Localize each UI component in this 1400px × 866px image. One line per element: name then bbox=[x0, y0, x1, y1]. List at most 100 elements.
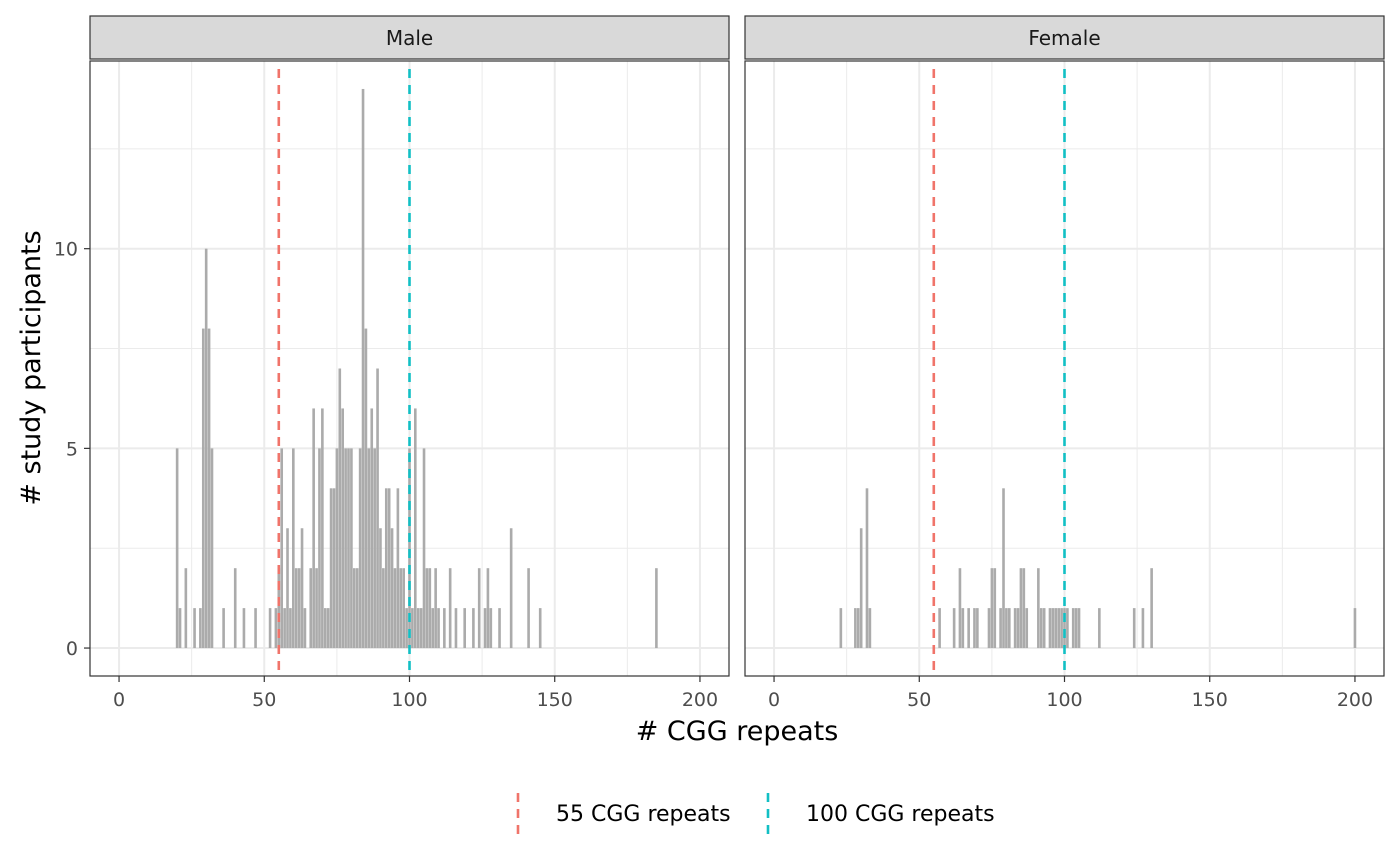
histogram-bar bbox=[379, 528, 382, 649]
histogram-bar bbox=[292, 448, 295, 649]
histogram-bar bbox=[1022, 568, 1026, 649]
histogram-bar bbox=[297, 568, 301, 649]
histogram-bar bbox=[990, 568, 994, 649]
x-tick-label: 150 bbox=[1192, 689, 1228, 711]
histogram-bar bbox=[1025, 608, 1029, 649]
histogram-bar bbox=[277, 568, 281, 649]
histogram-bar bbox=[274, 608, 278, 649]
y-axis: 0 5 10 bbox=[54, 239, 90, 660]
histogram-bar bbox=[402, 568, 405, 649]
legend-item-100: 100 CGG repeats bbox=[766, 793, 995, 838]
histogram-bar bbox=[312, 408, 315, 649]
histogram-bar bbox=[350, 448, 353, 649]
histogram-bar bbox=[373, 448, 376, 649]
legend-label: 100 CGG repeats bbox=[806, 802, 995, 827]
histogram-bars-female bbox=[839, 488, 1357, 649]
y-tick-label: 0 bbox=[66, 638, 78, 660]
histogram-bar bbox=[1016, 608, 1020, 649]
histogram-bar bbox=[393, 568, 397, 649]
histogram-bar bbox=[463, 608, 466, 649]
reference-lines bbox=[277, 69, 411, 676]
histogram-bar bbox=[178, 608, 182, 649]
histogram-bar bbox=[364, 328, 368, 649]
histogram-bar bbox=[655, 568, 658, 649]
histogram-bar bbox=[1150, 568, 1153, 649]
histogram-bar bbox=[868, 608, 872, 649]
legend: 55 CGG repeats 100 CGG repeats bbox=[516, 793, 995, 838]
histogram-bar bbox=[321, 408, 324, 649]
histogram-bar bbox=[341, 408, 345, 649]
histogram-bar bbox=[1066, 608, 1069, 649]
histogram-bar bbox=[428, 568, 432, 649]
histogram-bar bbox=[443, 608, 446, 649]
histogram-bar bbox=[1060, 608, 1063, 649]
y-axis-title: # study participants bbox=[16, 230, 47, 505]
reference-lines bbox=[932, 69, 1066, 676]
x-axis-male: 0 50 100 150 200 bbox=[113, 676, 718, 711]
histogram-bar bbox=[854, 608, 857, 649]
x-tick-label: 100 bbox=[391, 689, 427, 711]
histogram-bar bbox=[1037, 568, 1040, 649]
histogram-bar bbox=[1063, 608, 1066, 649]
histogram-bar bbox=[184, 568, 188, 649]
histogram-bar bbox=[1042, 608, 1046, 649]
histogram-bar bbox=[976, 608, 979, 649]
histogram-bar bbox=[332, 488, 336, 649]
histogram-bar bbox=[268, 608, 272, 649]
histogram-bar bbox=[486, 568, 490, 649]
histogram-bar bbox=[437, 608, 440, 649]
histogram-bar bbox=[839, 608, 843, 649]
x-axis-female: 0 50 100 150 200 bbox=[768, 676, 1373, 711]
x-tick-label: 0 bbox=[113, 689, 125, 711]
histogram-bar bbox=[326, 608, 330, 649]
histogram-bar bbox=[419, 608, 423, 649]
histogram-bar bbox=[384, 488, 388, 649]
histogram-bar bbox=[387, 488, 391, 649]
histogram-bar bbox=[1132, 608, 1136, 649]
histogram-bar bbox=[1141, 608, 1145, 649]
histogram-bar bbox=[1077, 608, 1081, 649]
histogram-bar bbox=[1048, 608, 1052, 649]
histogram-bar bbox=[358, 448, 362, 649]
histogram-bar bbox=[938, 608, 941, 649]
histogram-bar bbox=[361, 88, 365, 649]
facet-strip-label: Female bbox=[1028, 26, 1100, 50]
histogram-bar bbox=[201, 328, 205, 649]
histogram-bar bbox=[1039, 608, 1043, 649]
histogram-bar bbox=[1008, 608, 1011, 649]
panel-male: Male 0 50 100 150 200 0 5 10 bbox=[54, 15, 730, 711]
histogram-bar bbox=[309, 568, 313, 649]
histogram-bar bbox=[865, 488, 869, 649]
histogram-bar bbox=[286, 528, 289, 649]
histogram-bar bbox=[300, 528, 304, 649]
histogram-bar bbox=[1057, 608, 1060, 649]
histogram-bar bbox=[370, 408, 374, 649]
histogram-bar bbox=[987, 608, 991, 649]
histogram-bar bbox=[483, 608, 487, 649]
histogram-bar bbox=[1002, 488, 1005, 649]
histogram-bar bbox=[973, 608, 976, 649]
histogram-bar bbox=[999, 608, 1002, 649]
histogram-bar bbox=[1013, 608, 1017, 649]
histogram-bar bbox=[431, 608, 435, 649]
histogram-bar bbox=[222, 608, 225, 649]
x-tick-label: 200 bbox=[682, 689, 718, 711]
histogram-bar bbox=[1098, 608, 1101, 649]
histogram-bar bbox=[399, 568, 403, 649]
histogram-bar bbox=[338, 368, 342, 649]
legend-item-55: 55 CGG repeats bbox=[516, 793, 731, 838]
histogram-bar bbox=[489, 608, 493, 649]
histogram-bar bbox=[967, 608, 970, 649]
histogram-bar bbox=[294, 568, 298, 649]
histogram-bar bbox=[509, 528, 513, 649]
histogram-bar bbox=[175, 448, 179, 649]
histogram-bar bbox=[454, 608, 458, 649]
histogram-bar bbox=[472, 608, 475, 649]
histogram-bar bbox=[355, 568, 359, 649]
legend-label: 55 CGG repeats bbox=[556, 802, 731, 827]
histogram-bar bbox=[353, 568, 356, 649]
histogram-bar bbox=[411, 608, 414, 649]
histogram-bar bbox=[323, 608, 327, 649]
histogram-bar bbox=[448, 568, 452, 649]
